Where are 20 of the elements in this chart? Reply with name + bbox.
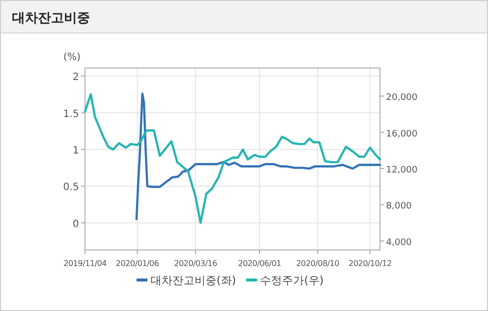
title: 대차잔고비중 xyxy=(12,11,90,26)
y2tick: 12,000 xyxy=(386,166,418,176)
xtick: 2020/10/12 xyxy=(348,259,392,268)
xtick: 2020/08/10 xyxy=(296,259,340,268)
ytick: 0.5 xyxy=(63,182,79,194)
y2tick: 4,000 xyxy=(386,238,412,248)
y2tick: 20,000 xyxy=(386,93,418,104)
ylabel: (%) xyxy=(63,52,81,63)
xtick: 2020/01/06 xyxy=(116,259,159,268)
xtick: 2020/06/01 xyxy=(238,259,282,268)
y2tick: 16,000 xyxy=(386,129,418,140)
xtick: 2019/11/04 xyxy=(63,259,107,268)
ytick: 1.5 xyxy=(63,108,79,120)
legend: 대차잔고비중(좌) xyxy=(150,274,236,287)
ytick: 1 xyxy=(72,145,79,156)
ytick: 0 xyxy=(72,218,79,230)
xtick: 2020/03/16 xyxy=(174,259,218,268)
legend: 수정주가(우) xyxy=(260,274,324,287)
y2tick: 8,000 xyxy=(386,202,412,212)
ytick: 2 xyxy=(72,72,79,84)
